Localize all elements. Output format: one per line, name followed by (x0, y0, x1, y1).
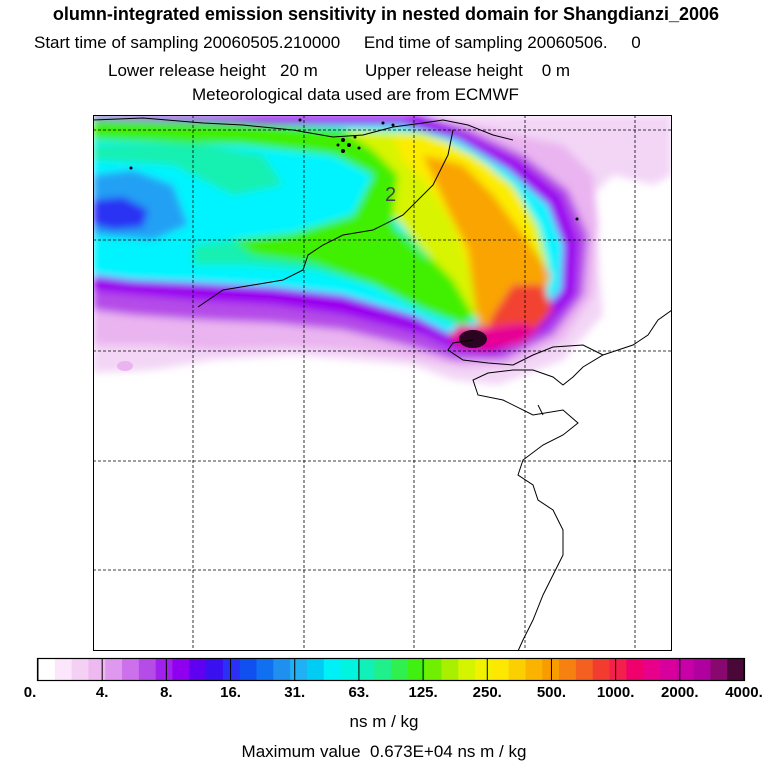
colorbar-segment (290, 659, 308, 680)
colorbar-segment (54, 659, 73, 680)
colorbar-segment (727, 659, 745, 680)
colorbar-segment (575, 659, 594, 680)
colorbar-segment (592, 659, 611, 680)
colorbar-segment (323, 659, 342, 680)
colorbar-segment (609, 659, 627, 680)
colorbar-segment (441, 659, 459, 680)
emission-sensitivity-map: 2 (93, 115, 672, 651)
colorbar-segment (559, 659, 577, 680)
plume-stray-patch (117, 361, 133, 371)
colorbar-segment (340, 659, 358, 680)
colorbar-unit: ns m / kg (349, 712, 419, 731)
colorbar-segment (189, 659, 207, 680)
colorbar-segment (239, 659, 258, 680)
plume-green-region (93, 120, 493, 325)
colorbar (36, 657, 746, 682)
colorbar-segment (659, 659, 678, 680)
colorbar-segment (172, 659, 190, 680)
islands (129, 118, 579, 221)
colorbar-segment (525, 659, 543, 680)
colorbar-segment (458, 659, 476, 680)
plume-blue-core (93, 197, 148, 230)
receptor-core (459, 330, 487, 348)
colorbar-segment (424, 659, 442, 680)
map-frame (93, 115, 672, 651)
colorbar-segment (475, 659, 493, 680)
colorbar-tick-label: 0. (23, 684, 37, 701)
colorbar-tick-label: 8. (160, 684, 173, 701)
colorbar-segment (508, 659, 526, 680)
colorbar-segment (542, 659, 560, 680)
colorbar-tick-label: 500. (536, 684, 567, 701)
sensitivity-plume (93, 115, 672, 385)
colorbar-segment (38, 659, 56, 680)
colorbar-segment (273, 659, 291, 680)
colorbar-tick-label: 63. (348, 684, 370, 701)
met-data-source: Meteorological data used are from ECMWF (192, 85, 519, 104)
colorbar-segment (122, 659, 140, 680)
colorbar-tick-label: 31. (284, 684, 306, 701)
colorbar-tick-label: 16. (220, 684, 241, 701)
contour-label: 2 (385, 184, 396, 206)
colorbar-frame (36, 657, 746, 682)
coastlines (93, 117, 672, 651)
colorbar-segment (256, 659, 274, 680)
colorbar-segment (155, 659, 173, 680)
colorbar-segment (643, 659, 661, 680)
colorbar-segment (626, 659, 644, 680)
colorbar-segment (105, 659, 123, 680)
colorbar-tick-label: 250. (472, 684, 502, 701)
colorbar-segment (374, 659, 392, 680)
colorbar-segments (38, 659, 745, 680)
map-gridlines (93, 115, 672, 651)
colorbar-segment (491, 659, 510, 680)
colorbar-segment (306, 659, 325, 680)
colorbar-segment (71, 659, 89, 680)
colorbar-segment (710, 659, 728, 680)
sampling-times: Start time of sampling 20060505.210000 E… (34, 33, 641, 52)
colorbar-segment (88, 659, 106, 680)
colorbar-segment (222, 659, 241, 680)
colorbar-tick-label: 4000. (725, 684, 763, 701)
colorbar-segment (693, 659, 711, 680)
plot-title: olumn-integrated emission sensitivity in… (52, 4, 720, 24)
colorbar-segment (138, 659, 157, 680)
colorbar-tick-label: 2000. (661, 684, 699, 701)
colorbar-tick-label: 1000. (596, 684, 635, 701)
colorbar-tick-label: 4. (95, 684, 109, 701)
colorbar-segment (391, 659, 409, 680)
colorbar-segment (407, 659, 426, 680)
maximum-value: Maximum value 0.673E+04 ns m / kg (241, 742, 527, 761)
colorbar-tick-label: 125. (408, 684, 438, 701)
release-heights: Lower release height 20 m Upper release … (108, 61, 571, 80)
colorbar-segment (676, 659, 695, 680)
colorbar-segment (206, 659, 224, 680)
colorbar-segment (357, 659, 375, 680)
